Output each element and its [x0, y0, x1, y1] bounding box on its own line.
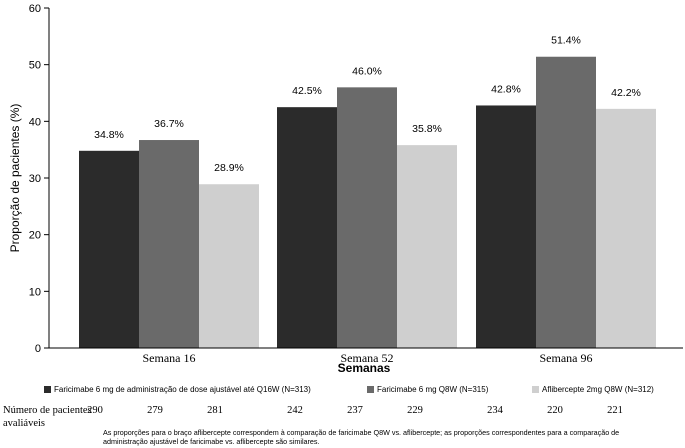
legend-item-series-2: Faricimabe 6 mg Q8W (N=315) — [367, 385, 488, 394]
y-axis-label: Proporção de pacientes (%) — [8, 104, 22, 253]
data-label: 35.8% — [412, 123, 442, 135]
y-tick-label: 40 — [29, 116, 41, 128]
bar-labels: 34.8% 36.7% 28.9% 42.5% 46.0% 35.8% 42.8% 51.4%… — [94, 35, 641, 175]
count-w52-s2: 237 — [347, 405, 363, 416]
legend-label-series-1: Faricimabe 6 mg de administração de dose… — [54, 385, 311, 394]
data-label: 34.8% — [94, 129, 124, 141]
bar — [397, 145, 457, 348]
bar — [596, 108, 656, 348]
data-label: 42.5% — [292, 85, 322, 97]
x-tick-label: Semana 52 — [341, 351, 394, 365]
legend-swatch-series-2 — [367, 386, 374, 393]
legend-swatch-series-3 — [532, 386, 539, 393]
legend-label-series-3: Aflibercepte 2mg Q8W (N=312) — [542, 385, 654, 394]
x-axis: Semana 16 Semana 52 Semana 96 — [49, 347, 683, 365]
count-w16-s1: 290 — [87, 405, 103, 416]
count-w52-s1: 242 — [287, 405, 303, 416]
x-tick-label: Semana 16 — [143, 351, 196, 365]
count-w16-s2: 279 — [147, 405, 163, 416]
bars — [79, 56, 656, 349]
count-w16-s3: 281 — [207, 405, 223, 416]
legend-swatch-series-1 — [44, 386, 51, 393]
patient-counts-label: Número de pacientes avaliáveis — [3, 405, 92, 429]
y-tick-label: 0 — [35, 343, 41, 355]
y-tick-label: 10 — [29, 286, 41, 298]
footnote: As proporções para o braço aflibercepte … — [103, 428, 620, 446]
legend-label-series-2: Faricimabe 6 mg Q8W (N=315) — [377, 385, 489, 394]
legend-item-series-1: Faricimabe 6 mg de administração de dose… — [44, 385, 311, 394]
count-w96-s1: 234 — [487, 405, 503, 416]
bar — [79, 150, 139, 348]
data-label: 28.9% — [214, 162, 244, 174]
y-tick-label: 30 — [29, 173, 41, 185]
bar — [337, 87, 397, 348]
data-label: 51.4% — [551, 35, 581, 47]
y-axis: 0 10 20 30 40 50 60 — [29, 3, 50, 355]
bar — [139, 140, 199, 348]
y-tick-label: 20 — [29, 230, 41, 242]
patient-counts: Número de pacientes avaliáveis 290 279 2… — [0, 404, 685, 429]
count-w96-s2: 220 — [547, 405, 563, 416]
count-w52-s3: 229 — [407, 405, 423, 416]
y-tick-label: 50 — [29, 60, 41, 72]
data-label: 36.7% — [154, 118, 184, 130]
data-label: 42.2% — [611, 87, 641, 99]
bar — [277, 107, 337, 349]
x-tick-label: Semana 96 — [540, 351, 593, 365]
x-axis-label: Semanas — [338, 361, 391, 375]
bar — [199, 184, 259, 348]
y-tick-label: 60 — [29, 3, 41, 15]
bar — [536, 56, 596, 348]
bar — [476, 105, 536, 348]
data-label: 46.0% — [352, 65, 382, 77]
count-w96-s3: 221 — [607, 405, 623, 416]
data-label: 42.8% — [491, 83, 521, 95]
legend-item-series-3: Aflibercepte 2mg Q8W (N=312) — [532, 385, 654, 394]
